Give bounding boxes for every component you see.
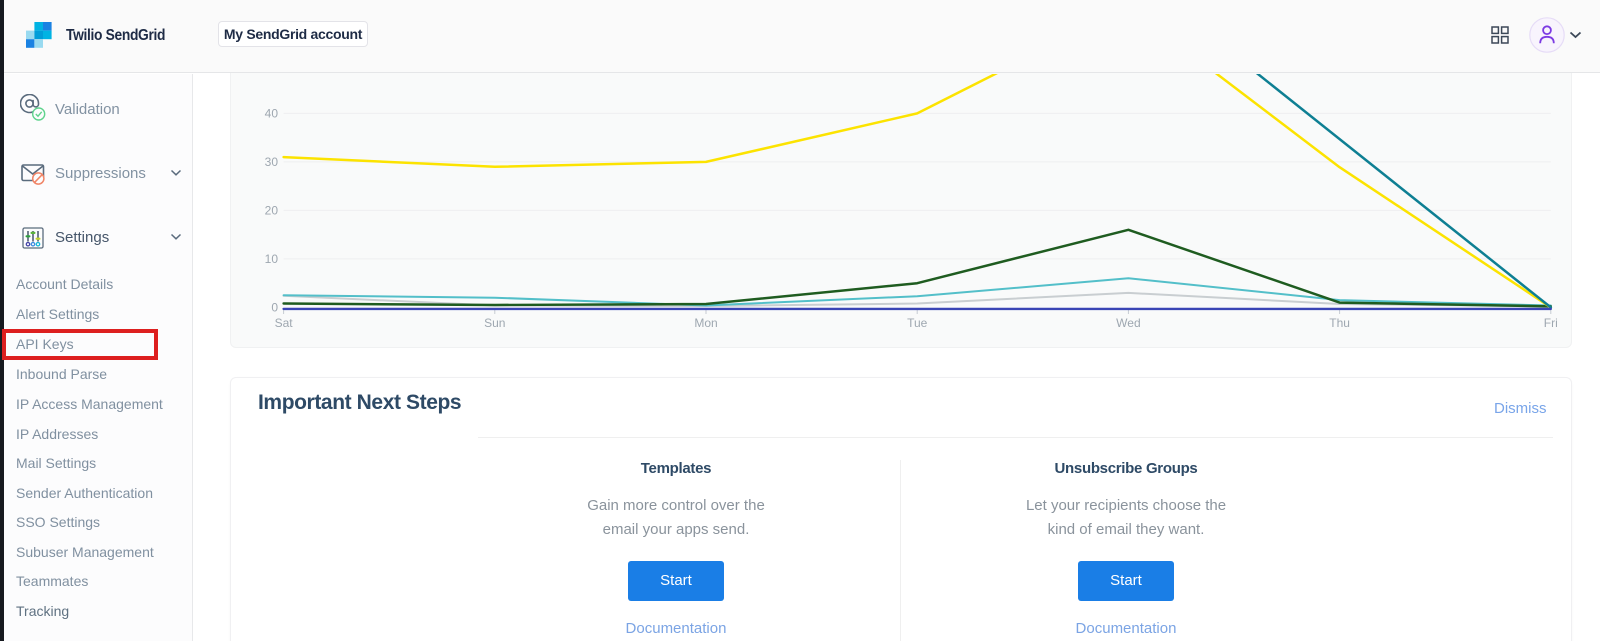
svg-text:0: 0: [271, 300, 278, 314]
svg-text:Tue: Tue: [907, 316, 928, 330]
svg-text:Fri: Fri: [1544, 316, 1558, 330]
svg-text:Thu: Thu: [1329, 316, 1350, 330]
svg-text:Sat: Sat: [275, 316, 294, 330]
svg-text:40: 40: [265, 106, 279, 120]
svg-text:Mon: Mon: [694, 316, 717, 330]
svg-text:Sun: Sun: [484, 316, 505, 330]
svg-text:Wed: Wed: [1116, 316, 1140, 330]
svg-text:30: 30: [265, 155, 279, 169]
svg-text:10: 10: [265, 252, 279, 266]
svg-text:20: 20: [265, 203, 279, 217]
